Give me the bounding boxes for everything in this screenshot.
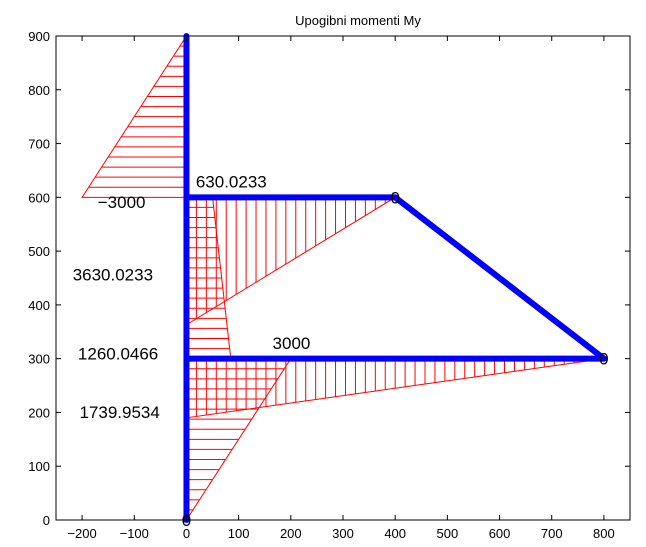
node-label: 0 [390, 188, 399, 207]
node-label: 0 [599, 350, 608, 369]
tick-layer: −200 −100 0 100 200 300 400 500 600 700 800 0 100 200… [28, 29, 630, 541]
moment-diagram-4 [185, 358, 604, 419]
x-tick-label: 200 [280, 526, 302, 541]
y-tick-label: 300 [28, 352, 50, 367]
y-tick-label: 100 [28, 459, 50, 474]
moment-diagram-2 [185, 358, 292, 522]
moment-diagram-0 [81, 34, 187, 198]
moment-value-label: 630.0233 [196, 173, 267, 192]
x-tick-label: 0 [183, 526, 190, 541]
chart-title: Upogibni momenti My [295, 13, 421, 28]
x-tick-label: 100 [228, 526, 250, 541]
y-tick-label: 900 [28, 29, 50, 44]
annotation-layer: 630.0233 −3000 3630.0233 1260.0466 3000 1739.… [73, 173, 609, 530]
y-tick-label: 700 [28, 137, 50, 152]
moment-value-label: 3000 [273, 334, 311, 353]
moment-value-label: 1739.9534 [79, 403, 159, 422]
x-tick-label: 400 [384, 526, 406, 541]
y-tick-label: 200 [28, 405, 50, 420]
y-tick-label: 500 [28, 244, 50, 259]
y-tick-label: 400 [28, 298, 50, 313]
x-tick-label: −100 [120, 526, 149, 541]
x-tick-label: 300 [332, 526, 354, 541]
moment-value-label: 1260.0466 [78, 345, 158, 364]
y-tick-label: 800 [28, 83, 50, 98]
moment-diagram-3 [185, 196, 397, 326]
y-tick-label: 0 [43, 513, 50, 528]
x-tick-label: 800 [593, 526, 615, 541]
x-tick-label: −200 [67, 526, 96, 541]
y-tick-label: 600 [28, 190, 50, 205]
moment-diagram-1 [185, 196, 232, 360]
frame-layer [183, 33, 607, 523]
moment-hatching-layer [81, 34, 604, 522]
x-tick-label: 700 [541, 526, 563, 541]
frame-member-2 [392, 194, 607, 362]
moment-value-label: 3630.0233 [73, 266, 153, 285]
x-tick-label: 500 [437, 526, 459, 541]
moment-value-label: −3000 [98, 193, 146, 212]
moment-outline [185, 196, 397, 326]
x-tick-label: 600 [489, 526, 511, 541]
